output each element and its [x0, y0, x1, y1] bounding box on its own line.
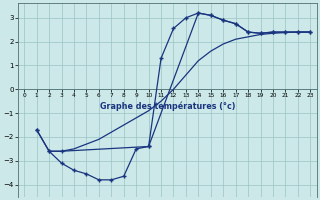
X-axis label: Graphe des températures (°c): Graphe des températures (°c): [100, 101, 235, 111]
